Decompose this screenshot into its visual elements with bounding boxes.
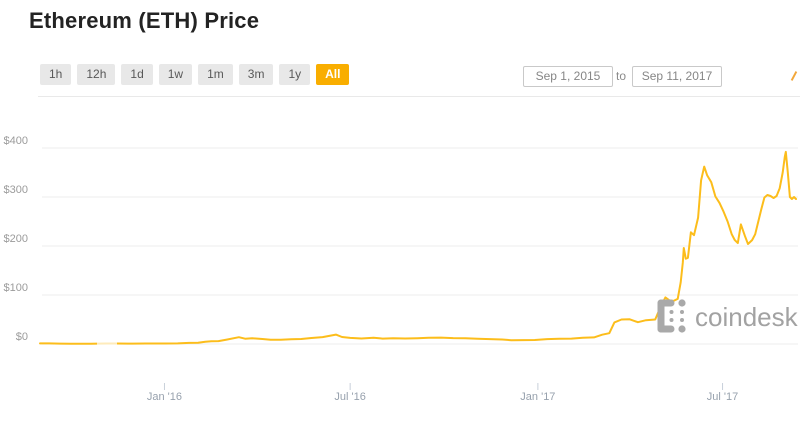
coindesk-logo-icon[interactable] [652, 296, 694, 338]
y-axis-label: $400 [3, 135, 28, 147]
date-to-input[interactable]: Sep 11, 2017 [632, 66, 722, 87]
range-button-1w[interactable]: 1w [158, 64, 193, 85]
range-button-1d[interactable]: 1d [121, 64, 153, 85]
price-line [39, 150, 797, 345]
line-fade-artifact [97, 333, 117, 346]
range-button-all[interactable]: All [316, 64, 350, 85]
y-axis-label: $0 [15, 331, 28, 343]
range-button-3m[interactable]: 3m [238, 64, 274, 85]
x-axis-label: Jan '16 [146, 391, 183, 403]
range-button-1y[interactable]: 1y [279, 64, 311, 85]
toolbar-divider [38, 96, 800, 97]
range-selector: 1h 12h 1d 1w 1m 3m 1y All [40, 64, 350, 85]
y-axis-label: $300 [3, 184, 28, 196]
x-axis-label: Jul '17 [706, 391, 739, 403]
x-axis-label: Jul '16 [334, 391, 366, 403]
date-from-input[interactable]: Sep 1, 2015 [523, 66, 613, 87]
y-axis-label: $100 [3, 282, 28, 294]
range-button-12h[interactable]: 12h [77, 64, 116, 85]
y-axis-label: $200 [3, 233, 28, 245]
range-button-1m[interactable]: 1m [198, 64, 233, 85]
x-axis-label: Jan '17 [520, 391, 556, 403]
date-range-separator-label: to [615, 69, 626, 83]
coindesk-logo-text[interactable]: coindesk [695, 302, 798, 332]
page-title: Ethereum (ETH) Price [29, 8, 260, 33]
range-button-1h[interactable]: 1h [40, 64, 72, 85]
